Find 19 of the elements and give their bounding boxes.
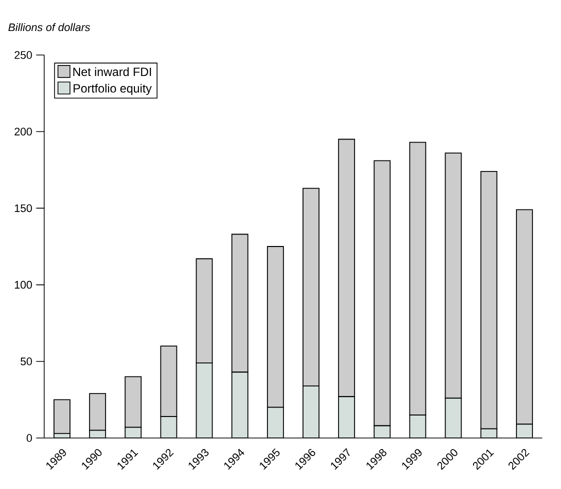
bar: [302, 385, 320, 438]
y-tick-label: 50: [20, 358, 32, 366]
bar: [196, 362, 213, 438]
bar: [338, 396, 356, 438]
bar: [231, 372, 248, 438]
legend-label: Net inward FDI: [73, 67, 151, 76]
y-tick-label: 150: [14, 204, 32, 212]
y-tick-label: 200: [14, 128, 32, 136]
y-tick-label: 100: [14, 280, 32, 289]
bar: [444, 398, 462, 438]
legend-label: Portfolio equity: [74, 84, 152, 95]
bar: [124, 376, 142, 428]
y-axis-title: Billions of dollars: [8, 23, 90, 32]
bar: [89, 393, 106, 431]
bar: [266, 406, 284, 438]
bar: [409, 414, 426, 438]
bar: [160, 416, 178, 438]
y-tick-label: 0: [26, 434, 32, 442]
y-tick-label: 250: [14, 51, 32, 59]
